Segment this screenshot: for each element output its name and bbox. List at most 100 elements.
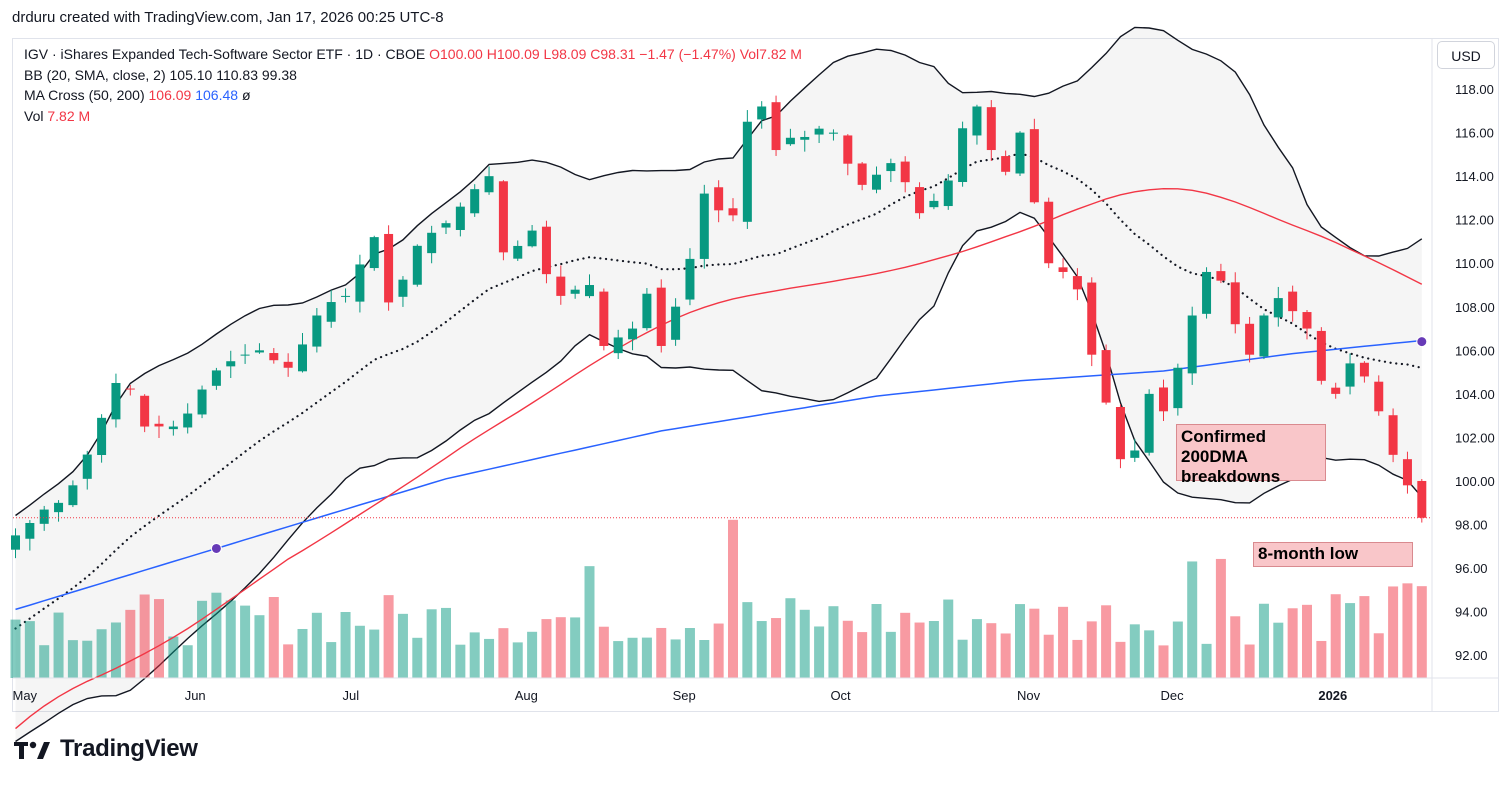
volume-bar [254,615,265,678]
volume-bar [1072,639,1083,678]
candle-body [1202,271,1212,314]
candle-body [1331,387,1341,394]
candle-body [1029,129,1039,203]
volume-bar [684,628,695,678]
volume-bar [96,629,107,678]
candle-body [857,163,867,185]
candle-body [1230,282,1240,325]
candle-body [1087,282,1097,355]
volume-bar [1273,622,1284,678]
time-tick-label: Sep [673,688,696,703]
candle-body [958,128,968,183]
tradingview-logo-icon [14,741,50,759]
candle-body [1402,459,1412,486]
volume-bar [598,626,609,678]
volume-bar [1330,594,1341,678]
volume-bar [1388,586,1399,678]
candle-body [1259,315,1269,357]
volume-bar [67,640,78,678]
volume-bar [986,623,997,678]
candle-body [111,382,121,420]
volume-bar [426,609,437,678]
volume-bar [828,606,839,678]
legend-bb-row[interactable]: BB (20, SMA, close, 2) 105.10 110.83 99.… [24,65,802,86]
volume-bar [1244,644,1255,678]
legend-ma-row[interactable]: MA Cross (50, 200) 106.09 106.48 ø [24,85,802,106]
candle-body [1345,363,1355,387]
candle-body [326,302,336,322]
legend-volume-row[interactable]: Vol 7.82 M [24,106,802,127]
candle-body [412,245,422,285]
price-tick-label: 116.00 [1455,126,1494,141]
volume-bar [1058,606,1069,678]
candle-body [1015,132,1025,174]
candle-body [714,187,724,211]
candles [11,95,1427,559]
volume-bar [455,644,466,678]
volume-bar [570,617,581,678]
volume-bar [297,628,308,678]
candle-body [541,226,551,275]
candle-body [355,264,365,302]
legend-vol-value: 7.82 M [47,107,91,124]
currency-button[interactable]: USD [1437,41,1495,69]
candle-body [398,279,408,297]
volume-bar [1359,596,1370,678]
candle-body [828,132,838,134]
volume-bar [283,644,294,678]
volume-bar [613,641,624,678]
volume-bar [584,566,595,678]
legend-bb-label: BB (20, SMA, close, 2) [24,66,166,83]
volume-bar [1144,630,1155,678]
price-tick-label: 106.00 [1455,343,1495,358]
price-tick-label: 110.00 [1455,256,1494,271]
candle-body [843,135,853,164]
candle-body [1216,271,1226,281]
volume-bar [728,519,738,678]
candle-body [1245,323,1255,355]
volume-bar [383,595,394,678]
candle-body [1072,276,1082,290]
time-tick-label: Dec [1161,688,1185,703]
volume-bar [699,639,710,678]
tradingview-logo: TradingView [14,735,198,763]
candle-body [1173,367,1183,409]
candle-body [785,137,795,145]
volume-bar [900,612,911,678]
volume-bar [1416,586,1427,678]
volume-bar [1258,603,1269,678]
volume-bar [541,619,552,678]
volume-bar [713,623,724,678]
candle-body [427,232,437,254]
volume-bar [971,619,982,678]
volume-bar [110,622,121,678]
volume-bar [957,639,968,678]
volume-bar [785,598,796,678]
legend-symbol[interactable]: IGV · iShares Expanded Tech-Software Sec… [24,46,426,62]
volume-bar [484,638,495,678]
candle-body [226,361,236,367]
volume-bar [1187,561,1198,678]
volume-bar [354,625,365,678]
legend-symbol-row: IGV · iShares Expanded Tech-Software Sec… [24,44,802,65]
time-tick-label: Aug [515,688,538,703]
volume-bar [1086,621,1097,678]
candle-body [556,276,566,296]
volume-bar [225,600,236,678]
candle-body [642,293,652,329]
chart-legend: IGV · iShares Expanded Tech-Software Sec… [24,44,802,126]
volume-bar [340,611,351,678]
annotation-8-month-low: 8-month low [1253,542,1413,567]
candle-body [140,395,150,427]
volume-bar [1115,641,1126,678]
candle-body [599,291,609,346]
candle-body [498,181,508,253]
candle-body [699,193,709,259]
volume-bar [799,609,810,678]
bollinger-band-fill [15,27,1422,742]
volume-bar [670,639,681,678]
volume-bar [168,636,179,678]
price-tick-label: 114.00 [1455,169,1494,184]
volume-bar [1302,604,1312,678]
